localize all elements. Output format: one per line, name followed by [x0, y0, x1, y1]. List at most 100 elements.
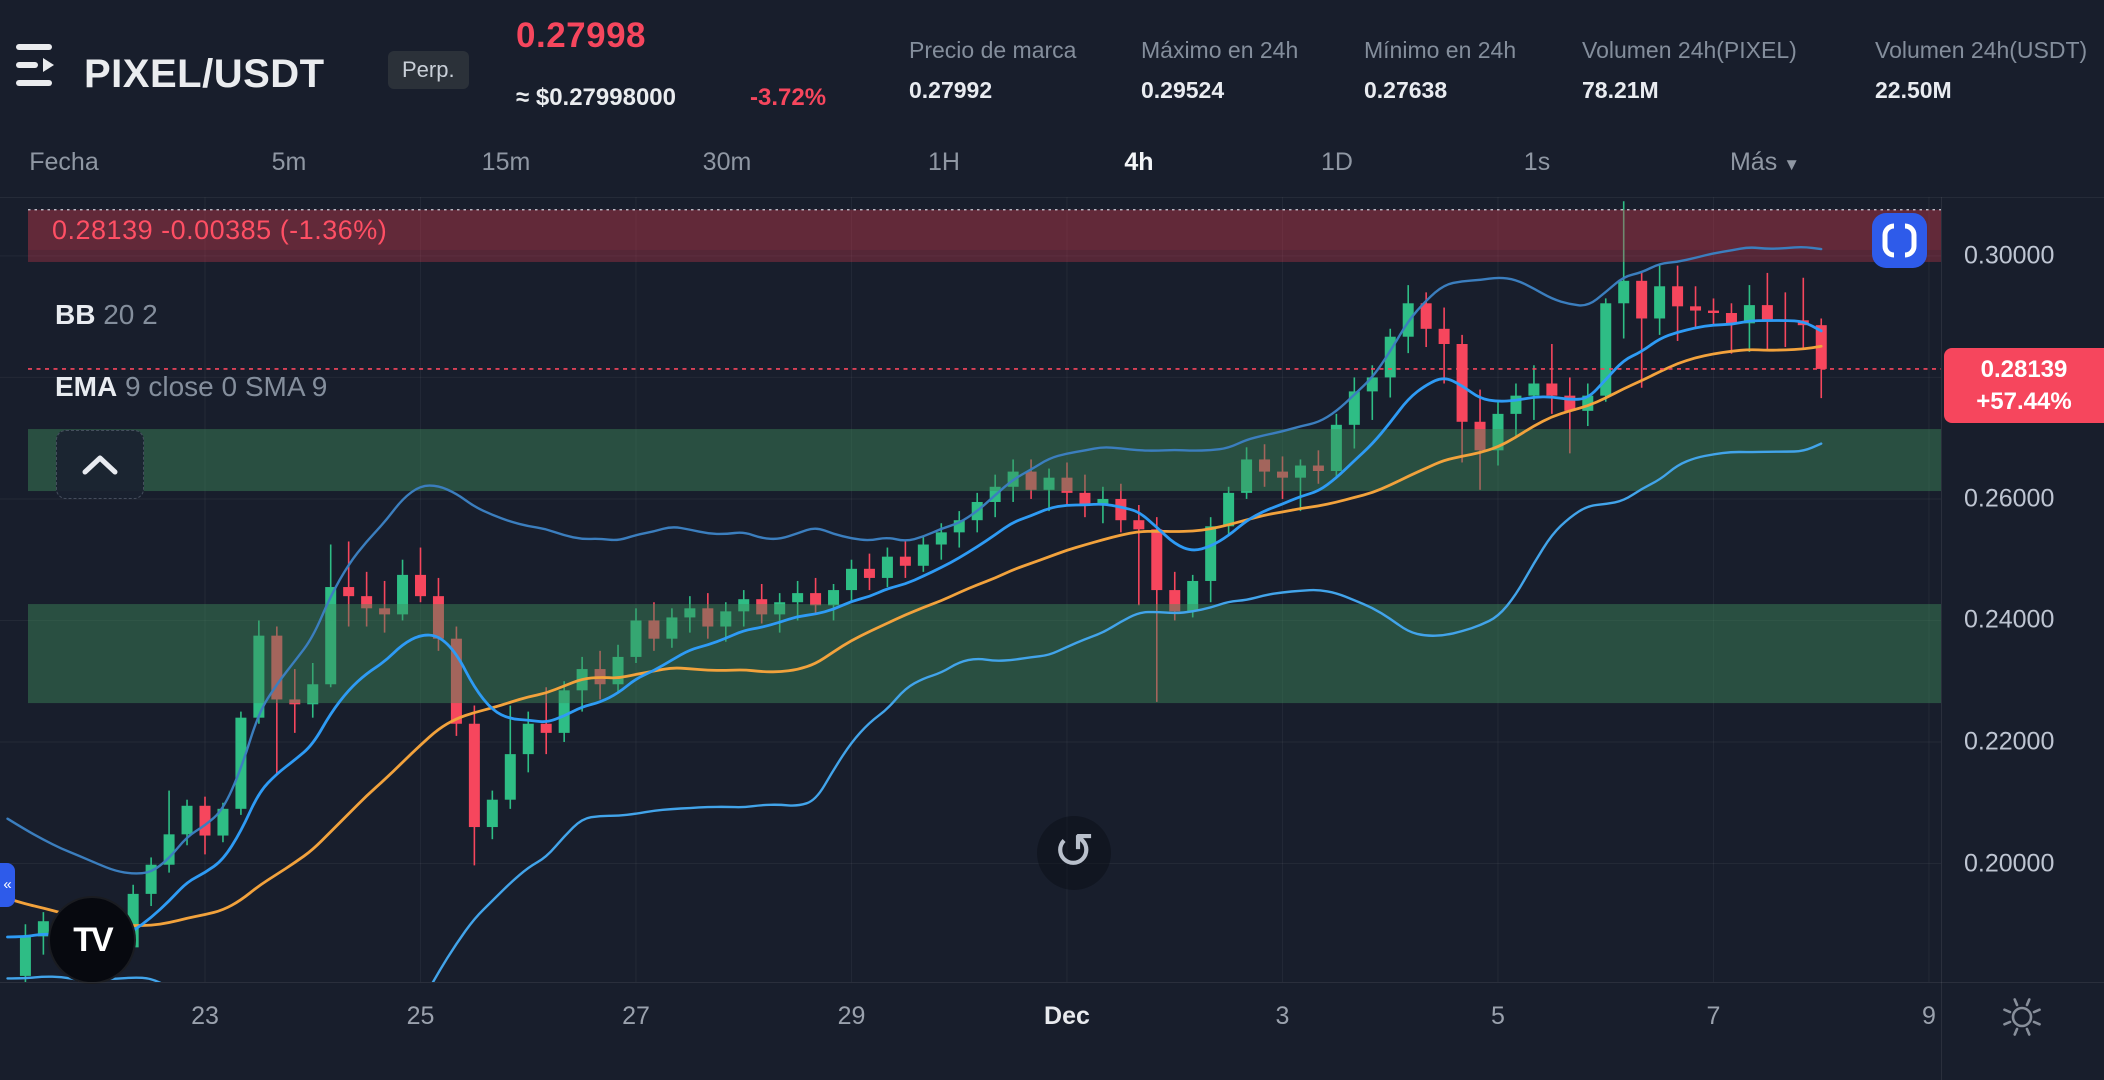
- candle: [792, 580, 804, 621]
- stat-label: Volumen 24h(PIXEL): [1582, 37, 1797, 63]
- tab-1d[interactable]: 1D: [1321, 148, 1353, 176]
- time-axis-divider: [0, 982, 2104, 983]
- candle: [1384, 328, 1396, 398]
- candle: [1456, 334, 1468, 463]
- plot-area: [0, 197, 1941, 982]
- candle: [1312, 450, 1324, 484]
- candle: [468, 705, 480, 866]
- side-drawer-handle[interactable]: «: [0, 863, 15, 907]
- chevron-up-icon: [82, 455, 118, 475]
- time-axis-label: 9: [1922, 1002, 1936, 1030]
- reload-icon: ↺: [1053, 823, 1095, 879]
- scale-focus-button[interactable]: [1872, 213, 1927, 268]
- alert-banner-text: 0.28139 -0.00385 (-1.36%): [52, 215, 388, 245]
- stat-4: Volumen 24h(USDT) 22.50M: [1875, 37, 2087, 104]
- candle: [881, 547, 893, 588]
- candle: [1618, 201, 1630, 339]
- bb-params: 20 2: [103, 299, 158, 330]
- price-axis-label: 0.20000: [1964, 849, 2055, 877]
- candle: [1492, 401, 1504, 466]
- brightness-toggle[interactable]: [1992, 987, 2052, 1047]
- ema-line: [6, 319, 1823, 942]
- candle: [1043, 468, 1055, 512]
- candle: [899, 541, 911, 578]
- sun-icon: [2003, 998, 2041, 1036]
- bb-name: BB: [55, 299, 96, 330]
- candle: [720, 602, 732, 642]
- candle: [217, 802, 229, 843]
- candle: [343, 541, 355, 627]
- tab-30m[interactable]: 30m: [702, 148, 752, 176]
- candle: [702, 593, 714, 639]
- candle: [1241, 447, 1253, 499]
- candle: [1510, 383, 1522, 439]
- candle: [253, 620, 265, 724]
- tradingview-logo-text: TV: [73, 921, 113, 959]
- candle: [1151, 517, 1163, 702]
- candle: [1276, 456, 1288, 499]
- indicator-ema-label[interactable]: EMA 9 close 0 SMA 9: [55, 371, 327, 403]
- candle: [1743, 285, 1755, 352]
- candle: [684, 596, 696, 633]
- last-price-tag: 0.28139 +57.44%: [1944, 348, 2104, 423]
- stat-label: Precio de marca: [909, 37, 1077, 63]
- menu-icon[interactable]: [16, 44, 60, 94]
- tab-4h[interactable]: 4h: [1124, 148, 1154, 176]
- stat-3: Volumen 24h(PIXEL) 78.21M: [1582, 37, 1797, 104]
- tradingview-logo[interactable]: TV: [48, 896, 136, 984]
- candle: [307, 662, 319, 718]
- price-axis-label: 0.30000: [1964, 241, 2055, 270]
- candle: [145, 857, 157, 907]
- tab-15m[interactable]: 15m: [481, 148, 531, 176]
- tag-change: +57.44%: [1976, 388, 2072, 415]
- tag-price: 0.28139: [1980, 356, 2068, 383]
- candle: [379, 580, 391, 633]
- candle: [414, 547, 426, 603]
- stat-value: 22.50M: [1875, 77, 1952, 103]
- candle: [612, 644, 624, 694]
- time-axis-label: 23: [191, 1002, 219, 1030]
- tab-5m[interactable]: 5m: [271, 148, 307, 176]
- contract-type-badge: Perp.: [388, 51, 469, 89]
- approx-fiat-price: ≈ $0.27998000: [516, 84, 676, 111]
- tab-más[interactable]: Más ▼: [1729, 148, 1801, 176]
- time-axis-label: 29: [837, 1002, 866, 1030]
- bb-basis-line: [6, 344, 1823, 927]
- candle: [1761, 272, 1773, 351]
- chevron-down-icon: ▼: [1783, 155, 1801, 174]
- candle: [235, 711, 247, 815]
- candle: [289, 669, 301, 733]
- candle: [1133, 505, 1145, 606]
- candle: [1366, 365, 1378, 420]
- indicator-bb-label[interactable]: BB 20 2: [55, 299, 158, 331]
- candle: [1061, 462, 1073, 506]
- candle: [361, 571, 373, 627]
- candle: [863, 553, 875, 591]
- stat-value: 0.27638: [1364, 77, 1448, 103]
- reset-chart-button[interactable]: ↺: [1037, 816, 1111, 890]
- candle: [271, 626, 283, 776]
- candle: [1025, 459, 1037, 499]
- candle: [1438, 307, 1450, 384]
- focus-brackets-icon: [1882, 221, 1917, 260]
- bb-upper-line: [6, 245, 1823, 875]
- candle: [1223, 486, 1235, 536]
- candle: [1564, 377, 1576, 454]
- gridlines: [0, 197, 1941, 982]
- candle: [1330, 413, 1342, 478]
- candle: [1079, 474, 1091, 518]
- tab-fecha[interactable]: Fecha: [29, 148, 99, 176]
- page-title: PIXEL/USDT: [84, 52, 325, 96]
- collapse-panel-button[interactable]: [56, 430, 144, 499]
- price-axis-divider: [1941, 197, 1942, 1080]
- tab-1h[interactable]: 1H: [928, 148, 960, 176]
- day-change-percent: -3.72%: [750, 84, 827, 111]
- indicator-lines: [6, 245, 1823, 982]
- tab-1s[interactable]: 1s: [1523, 148, 1551, 176]
- candle: [774, 593, 786, 633]
- candle: [648, 602, 660, 651]
- candle: [845, 559, 857, 603]
- stat-label: Volumen 24h(USDT): [1875, 37, 2088, 63]
